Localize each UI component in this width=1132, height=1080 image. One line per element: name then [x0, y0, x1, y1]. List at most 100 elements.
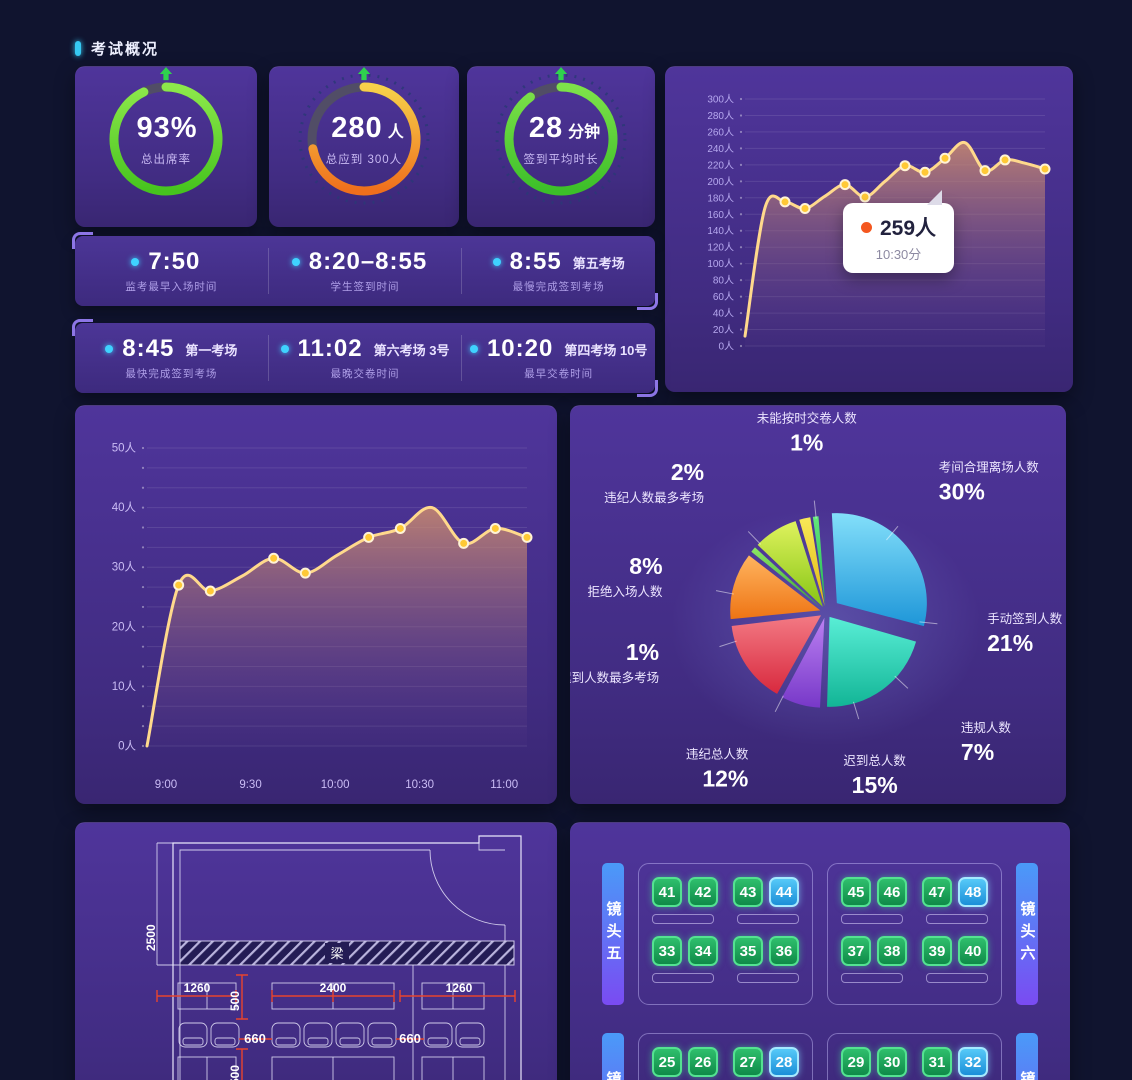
desk-bar — [841, 973, 903, 983]
seat-27[interactable]: 27 — [733, 1047, 763, 1077]
camera-pill[interactable]: 镜头三 — [602, 1033, 624, 1080]
camera-pill[interactable]: 镜头四 — [1016, 1033, 1038, 1080]
tooltip-time: 10:30分 — [875, 247, 922, 262]
pie-label: 未能按时交卷人数 — [757, 411, 858, 426]
pie-slice[interactable] — [812, 516, 826, 607]
tooltip-dot-icon — [861, 221, 872, 233]
seat-44[interactable]: 44 — [769, 877, 799, 907]
seat-30[interactable]: 30 — [877, 1047, 907, 1077]
pie-label: 30% — [939, 479, 985, 505]
tooltip-value: 259人 — [880, 217, 937, 240]
stat-item: 8:20–8:55 学生签到时间 — [267, 248, 462, 294]
seat-42[interactable]: 42 — [688, 877, 718, 907]
desk-bar — [652, 914, 714, 924]
seat-39[interactable]: 39 — [922, 936, 952, 966]
stat-time: 8:45 — [122, 335, 175, 362]
gauge-card-signed-in: 280 人 总应到 300人 — [269, 66, 459, 227]
camera-pill[interactable]: 镜头五 — [602, 863, 624, 1005]
svg-text:240人: 240人 — [707, 143, 734, 155]
exam-stats-pie-card: 未能按时交卷人数 1% 考间合理离场人数 30% 手动签到人数 21% 违规人数 7% 迟到总人… — [559, 405, 1066, 804]
floor-plan-drawing: 2500 梁 — [144, 835, 522, 1080]
seat-37[interactable]: 37 — [841, 936, 871, 966]
pie-label: 12% — [702, 765, 748, 791]
seat-36[interactable]: 36 — [769, 936, 799, 966]
stat-time: 10:20 — [486, 335, 554, 362]
seat-38[interactable]: 38 — [877, 936, 907, 966]
bullet-dot-icon — [131, 258, 140, 266]
seat-46[interactable]: 46 — [877, 877, 907, 907]
beam-label: 梁 — [330, 946, 343, 961]
stat-time: 11:02 — [297, 335, 363, 362]
svg-text:0人: 0人 — [718, 341, 734, 353]
svg-text:20人: 20人 — [713, 324, 734, 336]
seat-26[interactable]: 26 — [688, 1047, 718, 1077]
svg-text:10人: 10人 — [112, 680, 137, 693]
svg-text:280人: 280人 — [707, 110, 734, 122]
gauge-card-attendance: 93% 总出席率 — [75, 66, 257, 227]
seat-47[interactable]: 47 — [922, 877, 952, 907]
tooltip-fold-icon — [927, 190, 943, 205]
pie-slice[interactable] — [782, 617, 825, 708]
seat-41[interactable]: 41 — [652, 877, 682, 907]
svg-text:0人: 0人 — [118, 740, 136, 753]
pie-slice[interactable] — [799, 517, 825, 607]
seat-28[interactable]: 28 — [769, 1047, 799, 1077]
pie-slice[interactable] — [731, 615, 822, 694]
dim-1260-left: 1260 — [184, 981, 211, 995]
seat-25[interactable]: 25 — [652, 1047, 682, 1077]
desk-bar — [841, 914, 903, 924]
stat-label: 监考最早入场时间 — [125, 281, 218, 293]
pie-label: 2% — [671, 459, 704, 485]
svg-text:30人: 30人 — [112, 561, 137, 574]
svg-text:20人: 20人 — [112, 620, 137, 633]
stat-suffix: 第六考场 3号 — [373, 342, 450, 358]
pie-label: 迟到总人数 — [843, 753, 906, 768]
stat-time: 8:20–8:55 — [308, 248, 428, 275]
seat-45[interactable]: 45 — [841, 877, 871, 907]
svg-text:220人: 220人 — [707, 159, 734, 171]
room-walls — [172, 835, 522, 1080]
time-stats-strip-2: 8:45 第一考场 最快完成签到考场 11:02 第六考场 3号 最晚交卷时间 … — [72, 319, 658, 397]
seat-34[interactable]: 34 — [688, 936, 718, 966]
section-title: 考试概况 — [91, 41, 160, 58]
bullet-dot-icon — [280, 345, 289, 353]
chart-tooltip: 259人 10:30分 — [843, 190, 955, 273]
door-swing-arc — [429, 849, 506, 926]
pie-slice[interactable] — [831, 513, 927, 627]
bullet-dot-icon — [492, 258, 501, 266]
seat-32[interactable]: 32 — [958, 1047, 988, 1077]
pie-label: 1% — [626, 639, 659, 665]
pie-slice[interactable] — [751, 547, 822, 609]
pie-slice[interactable] — [730, 555, 821, 620]
svg-text:140人: 140人 — [707, 225, 734, 237]
pie-label: 拒绝入场人数 — [588, 584, 664, 599]
svg-text:60人: 60人 — [713, 291, 734, 303]
pie-label: 7% — [961, 739, 994, 765]
stat-item: 8:45 第一考场 最快完成签到考场 — [75, 335, 268, 381]
seat-35[interactable]: 35 — [733, 936, 763, 966]
seat-29[interactable]: 29 — [841, 1047, 871, 1077]
pie-slice[interactable] — [827, 616, 917, 707]
seat-48[interactable]: 48 — [958, 877, 988, 907]
stat-label: 最晚交卷时间 — [330, 368, 400, 380]
signin-trend-chart-card: 0人 20人 40人 60人 80人 100人 120人 140人 160人 180人 200人 22… — [665, 66, 1073, 392]
chair-row-1 — [178, 1022, 485, 1048]
svg-text:9:00: 9:00 — [155, 779, 177, 791]
seat-43[interactable]: 43 — [733, 877, 763, 907]
floor-plan-card: 2500 梁 — [75, 822, 557, 1080]
bullet-dot-icon — [469, 345, 478, 353]
dim-500-top: 500 — [228, 991, 242, 1011]
seat-40[interactable]: 40 — [958, 936, 988, 966]
pie-label: 手动签到人数 — [987, 611, 1063, 626]
pie-slice[interactable] — [757, 521, 823, 607]
section-header: 考试概况 — [75, 38, 159, 59]
seat-33[interactable]: 33 — [652, 936, 682, 966]
pie-label: 21% — [987, 630, 1033, 656]
stat-label: 最早交卷时间 — [524, 368, 594, 380]
seat-31[interactable]: 31 — [922, 1047, 952, 1077]
camera-pill[interactable]: 镜头六 — [1016, 863, 1038, 1005]
svg-text:40人: 40人 — [713, 308, 734, 320]
seat-group-box: 45 46 47 48 37 38 39 40 — [827, 863, 1002, 1005]
